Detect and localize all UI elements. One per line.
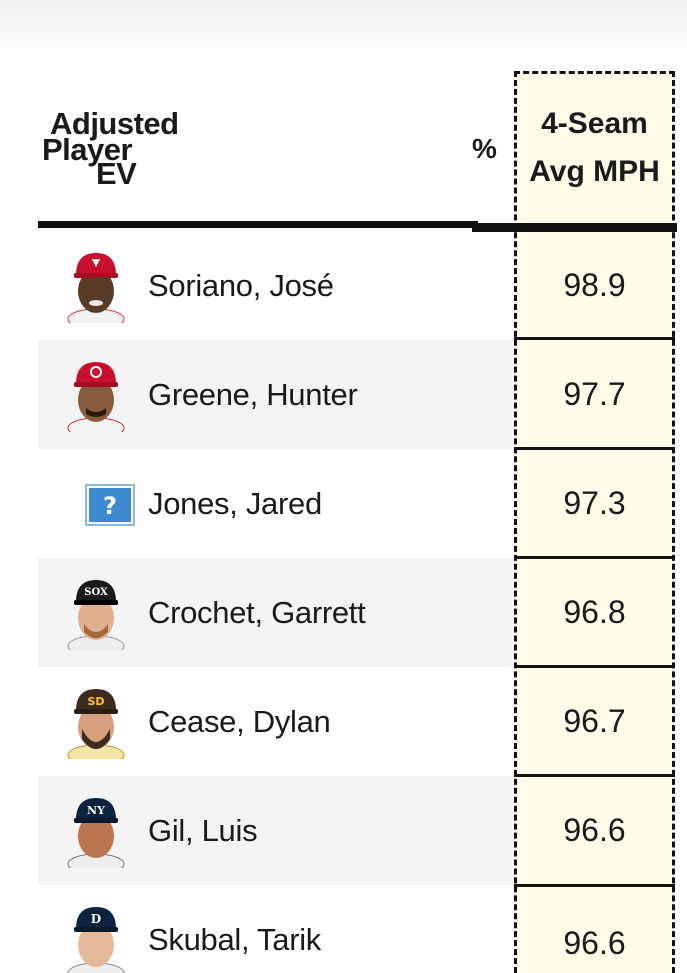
cell-divider (514, 556, 675, 559)
header-rule-highlight (472, 223, 677, 232)
player-column-header[interactable]: Adjusted Player EV (42, 108, 192, 198)
fourseam-column-header[interactable]: 4-Seam Avg MPH (514, 100, 675, 196)
cell-divider (514, 884, 675, 887)
svg-text:D: D (91, 912, 101, 926)
table-row[interactable]: ? Jones, Jared (38, 449, 512, 558)
header-adjusted-label: Adjusted (50, 106, 179, 141)
svg-text:NY: NY (87, 804, 105, 817)
player-headshot-skubal: D (67, 907, 125, 973)
svg-text:SD: SD (87, 695, 104, 708)
header-rule (38, 221, 478, 228)
player-name[interactable]: Jones, Jared (148, 485, 322, 521)
player-headshot-gil: NY (67, 798, 125, 868)
header-player-label: Player (42, 132, 133, 167)
player-name[interactable]: Gil, Luis (148, 812, 258, 848)
table-row[interactable]: D Skubal, Tarik (38, 885, 512, 973)
player-name[interactable]: Cease, Dylan (148, 703, 331, 739)
svg-text:SOX: SOX (84, 587, 108, 598)
player-headshot-soriano (67, 253, 125, 323)
mph-cell: 96.8 (563, 594, 626, 630)
table-row[interactable]: SOX Crochet, Garrett (38, 558, 512, 667)
player-name[interactable]: Skubal, Tarik (148, 921, 322, 957)
cell-divider (514, 774, 675, 777)
table-row[interactable]: Greene, Hunter (38, 340, 512, 449)
table-row[interactable]: Soriano, José (38, 231, 512, 340)
header-ev-label: EV (96, 156, 137, 191)
percent-column-header[interactable]: % (472, 133, 497, 164)
mph-cell: 96.7 (563, 703, 626, 739)
cell-divider (514, 665, 675, 668)
fourseam-header-line2: Avg MPH (529, 155, 660, 188)
fourseam-column-highlight (514, 71, 675, 973)
player-headshot-cease: SD (67, 689, 125, 759)
player-name[interactable]: Soriano, José (148, 267, 334, 303)
mph-cell: 96.6 (563, 925, 626, 961)
svg-text:?: ? (103, 492, 117, 520)
mph-cell: 97.7 (563, 376, 626, 412)
player-headshot-crochet: SOX (67, 580, 125, 650)
mph-cell: 96.6 (563, 812, 626, 848)
table-row[interactable]: NY Gil, Luis (38, 776, 512, 885)
player-headshot-greene (67, 362, 125, 432)
cell-divider (514, 447, 675, 450)
player-name[interactable]: Crochet, Garrett (148, 594, 366, 630)
player-name[interactable]: Greene, Hunter (148, 376, 358, 412)
table-row[interactable]: SD Cease, Dylan (38, 667, 512, 776)
missing-image-icon: ? (85, 484, 135, 526)
top-bar (0, 0, 687, 62)
mph-cell: 98.9 (563, 267, 626, 303)
cell-divider (514, 337, 675, 340)
fourseam-header-line1: 4-Seam (541, 107, 648, 140)
mph-cell: 97.3 (563, 485, 626, 521)
